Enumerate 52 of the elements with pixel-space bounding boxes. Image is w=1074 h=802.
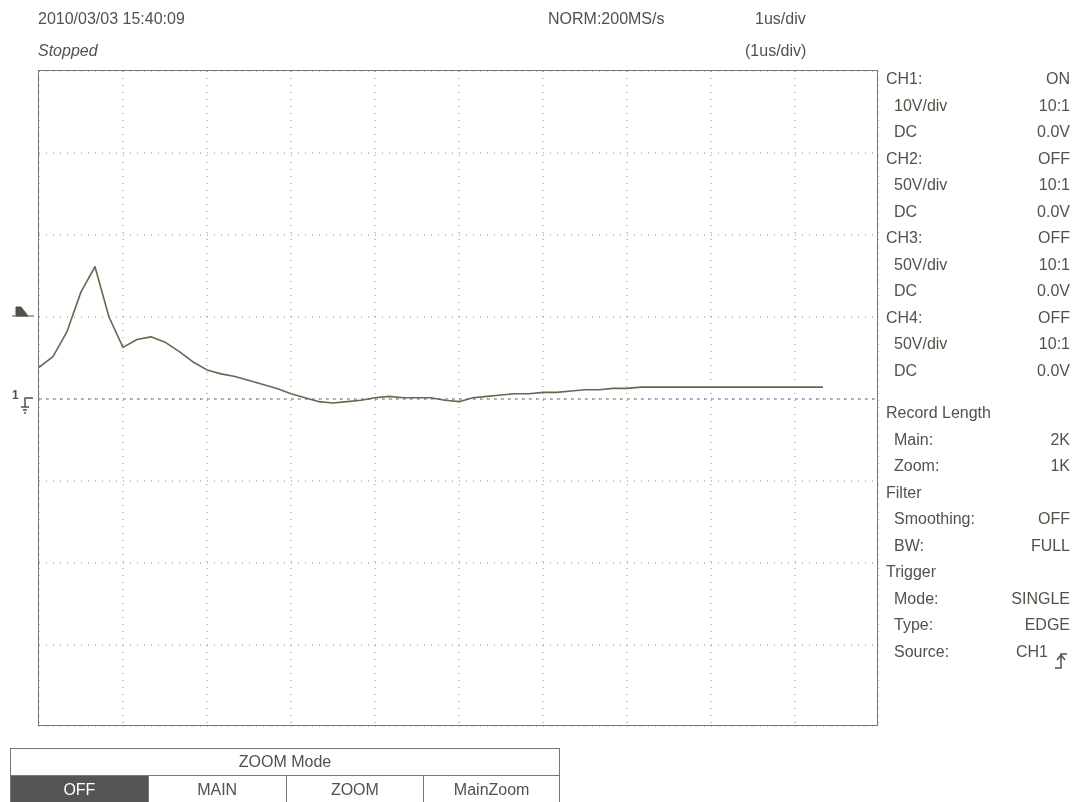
text: 10:1 xyxy=(1038,176,1070,194)
text: 10:1 xyxy=(1038,255,1070,274)
text: BW: xyxy=(894,536,924,555)
source-note: Source: xyxy=(894,642,950,661)
text: DC xyxy=(894,282,918,300)
text: NORM:200MS/s xyxy=(548,10,665,28)
text: OFF xyxy=(11,776,149,802)
text: SINGLE xyxy=(1011,589,1070,608)
chart-title: 2010/03/03 15:40:09 xyxy=(38,10,185,28)
text: Main: xyxy=(894,430,934,449)
text: CH1: xyxy=(886,70,923,88)
text: Stopped xyxy=(38,42,98,60)
text: CH1 xyxy=(1015,642,1048,661)
text: CH2: xyxy=(886,149,923,168)
text: Record Length xyxy=(886,404,991,422)
text: 10:1 xyxy=(1038,96,1070,115)
text: Mode: xyxy=(894,589,939,608)
text: CH4: xyxy=(886,308,923,327)
text: 0.0V xyxy=(1037,282,1070,300)
text: ON xyxy=(1046,70,1070,88)
text: Type: xyxy=(894,616,934,634)
text: (1us/div) xyxy=(745,42,807,60)
text: DC xyxy=(894,202,918,221)
text: 10:1 xyxy=(1038,335,1070,353)
text: Filter xyxy=(886,483,922,502)
text: Trigger xyxy=(886,563,937,581)
text: DC xyxy=(894,123,918,141)
text: 50V/div xyxy=(894,255,948,274)
text: ZOOM Mode xyxy=(10,748,560,776)
text: OFF xyxy=(1038,308,1070,327)
text: MainZoom xyxy=(424,776,561,802)
text: Smoothing: xyxy=(894,510,975,528)
text: 0.0V xyxy=(1037,361,1070,380)
text: 0.0V xyxy=(1037,123,1070,141)
text: EDGE xyxy=(1024,616,1070,634)
text: CH3: xyxy=(886,229,923,247)
text: FULL xyxy=(1030,536,1070,555)
text: 50V/div xyxy=(894,176,948,194)
text: 1 xyxy=(12,388,19,402)
text: 10V/div xyxy=(894,96,948,115)
text: 50V/div xyxy=(894,335,948,353)
text: OFF xyxy=(1038,229,1070,247)
text: ZOOM xyxy=(286,776,425,802)
text: Zoom: xyxy=(894,457,940,475)
text: OFF xyxy=(1038,510,1070,528)
text: 0.0V xyxy=(1037,202,1070,221)
text: OFF xyxy=(1038,149,1070,168)
text: 1K xyxy=(1050,457,1070,475)
text: 1us/div xyxy=(755,10,806,28)
text: MAIN xyxy=(148,776,287,802)
text: DC xyxy=(894,361,918,380)
text: 2K xyxy=(1050,430,1070,449)
